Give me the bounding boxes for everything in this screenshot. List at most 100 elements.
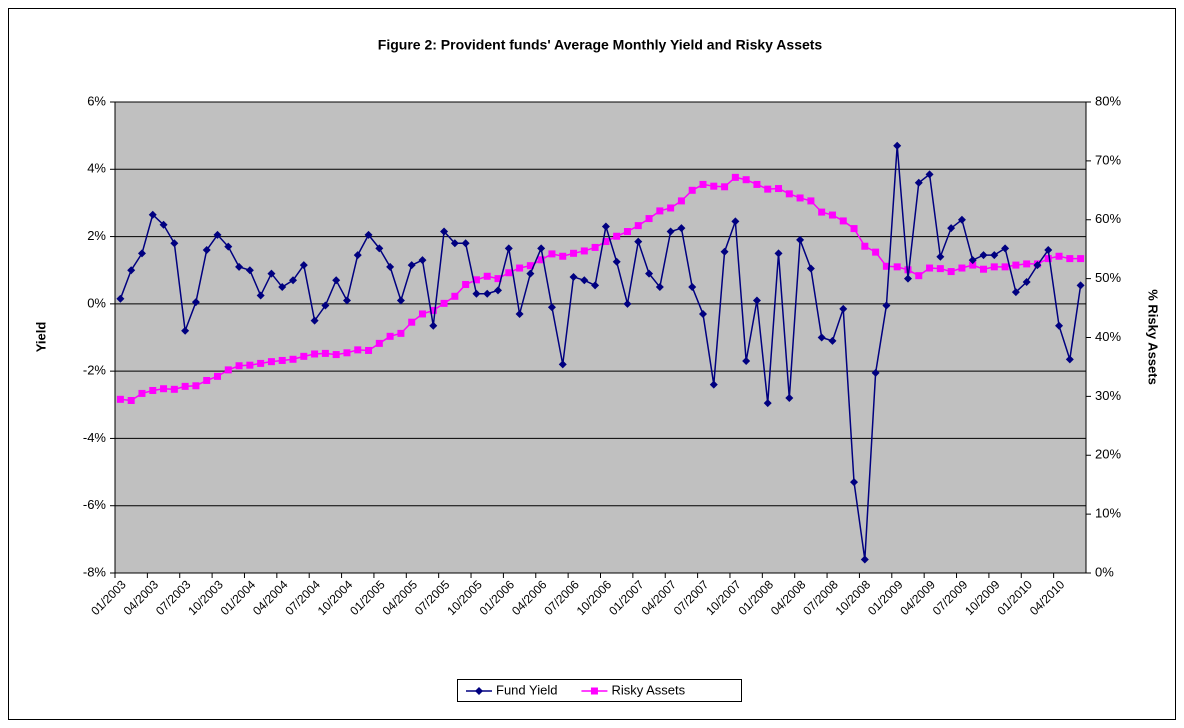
data-point <box>224 366 232 374</box>
data-point <box>537 256 545 264</box>
data-point <box>569 272 578 281</box>
data-point <box>903 274 912 283</box>
y2-tick-label: 20% <box>1095 447 1121 462</box>
data-point <box>570 249 578 257</box>
data-point <box>375 339 383 347</box>
data-point <box>429 306 437 314</box>
data-point <box>170 385 178 393</box>
data-point <box>332 351 340 359</box>
data-point <box>408 318 416 326</box>
y2-tick-label: 70% <box>1095 152 1121 167</box>
data-point <box>807 197 815 205</box>
data-point <box>1055 252 1063 260</box>
data-point <box>386 332 394 340</box>
data-point <box>612 257 621 266</box>
chart-title: Figure 2: Provident funds' Average Month… <box>378 37 823 53</box>
data-point <box>699 180 707 188</box>
data-point <box>213 230 222 239</box>
data-point <box>969 261 977 269</box>
data-point <box>698 309 707 318</box>
data-point <box>936 252 945 261</box>
data-point <box>775 185 783 193</box>
data-point <box>127 266 136 275</box>
data-point <box>483 272 491 280</box>
data-point <box>1044 255 1052 263</box>
legend-marker <box>590 687 598 695</box>
data-point <box>731 173 739 181</box>
data-point <box>623 228 631 236</box>
data-point <box>947 268 955 276</box>
data-point <box>623 299 632 308</box>
y2-tick-label: 10% <box>1095 506 1121 521</box>
data-point <box>731 217 740 226</box>
data-point <box>472 276 480 284</box>
data-point <box>580 276 589 285</box>
data-point <box>440 299 448 307</box>
legend-marker <box>475 687 483 695</box>
data-point <box>1033 261 1042 270</box>
y-tick-label: 2% <box>87 228 106 243</box>
data-point <box>559 252 567 260</box>
data-point <box>613 232 621 240</box>
y2-tick-label: 80% <box>1095 93 1121 108</box>
data-point <box>192 382 200 390</box>
data-point <box>451 292 459 300</box>
data-point <box>516 264 524 272</box>
data-point <box>1065 355 1074 364</box>
data-point <box>850 225 858 233</box>
data-point <box>710 182 718 190</box>
data-point <box>764 185 772 193</box>
data-point <box>839 304 848 313</box>
data-point <box>386 262 395 271</box>
data-point <box>300 352 308 360</box>
data-point <box>1001 263 1009 271</box>
data-point <box>505 269 513 277</box>
data-point <box>785 190 793 198</box>
data-point <box>850 478 859 487</box>
data-point <box>677 224 686 233</box>
data-point <box>634 237 643 246</box>
data-point <box>1044 246 1053 255</box>
data-point <box>914 178 923 187</box>
data-point <box>332 276 341 285</box>
data-point <box>980 265 988 273</box>
data-point <box>160 385 168 393</box>
data-point <box>677 197 685 205</box>
data-point <box>461 239 470 248</box>
data-point <box>278 283 287 292</box>
y-tick-label: -6% <box>83 497 107 512</box>
data-point <box>742 176 750 184</box>
data-point <box>785 394 794 403</box>
data-point <box>483 289 492 298</box>
data-point <box>526 269 535 278</box>
data-point <box>688 283 697 292</box>
data-point <box>311 350 319 358</box>
data-point <box>418 256 427 265</box>
data-point <box>580 247 588 255</box>
data-point <box>213 372 221 380</box>
data-point <box>397 329 405 337</box>
data-point <box>246 361 254 369</box>
data-point <box>753 180 761 188</box>
data-point <box>321 301 330 310</box>
y2-tick-label: 50% <box>1095 270 1121 285</box>
data-point <box>289 355 297 363</box>
data-point <box>721 183 729 191</box>
data-point <box>742 357 751 366</box>
y2-tick-label: 40% <box>1095 329 1121 344</box>
data-point <box>915 272 923 280</box>
data-point <box>1012 261 1020 269</box>
legend-label: Risky Assets <box>611 682 685 697</box>
data-point <box>656 207 664 215</box>
data-point <box>515 309 524 318</box>
data-point <box>591 281 600 290</box>
data-point <box>257 359 265 367</box>
data-point <box>871 368 880 377</box>
y2-tick-label: 60% <box>1095 211 1121 226</box>
data-point <box>256 291 265 300</box>
data-point <box>861 242 869 250</box>
data-point <box>321 349 329 357</box>
data-point <box>191 298 200 307</box>
data-point <box>354 346 362 354</box>
data-point <box>818 208 826 216</box>
